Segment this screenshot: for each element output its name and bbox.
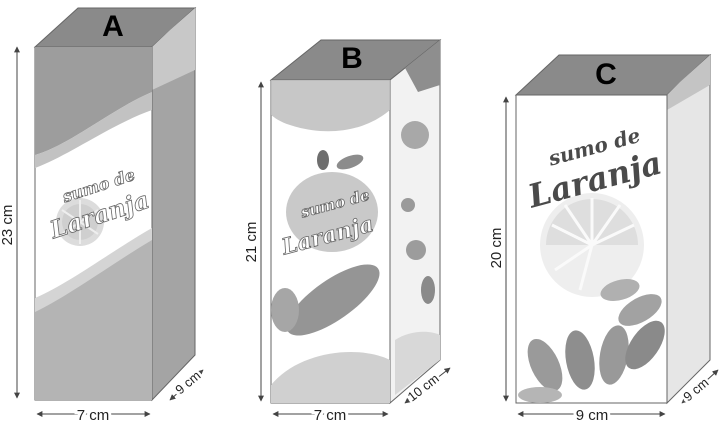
carton-a-side-highlight	[152, 8, 195, 90]
carton-c-bottom-slice-icon	[518, 279, 665, 403]
carton-b-top-splash	[271, 80, 390, 132]
carton-b-height-label: 21 cm	[243, 222, 260, 263]
carton-c-orange-slice-icon	[540, 193, 644, 297]
carton-c-width-label: 9 cm	[576, 407, 609, 423]
carton-b-bottom-splash	[271, 352, 390, 403]
carton-b-side-leaf-icon	[421, 276, 435, 304]
carton-c: sumo de Laranja C	[514, 53, 712, 405]
carton-a-depth-arrow	[169, 369, 204, 401]
carton-b-side-top-band	[405, 40, 440, 92]
carton-b-side-orange-2-icon	[401, 198, 415, 212]
carton-c-height-label: 20 cm	[488, 228, 505, 269]
carton-c-label: C	[595, 58, 617, 91]
carton-a-label: A	[102, 10, 124, 43]
carton-b-label: B	[341, 42, 363, 75]
carton-b: sumo de Laranja B	[269, 38, 442, 405]
carton-a-orange-slice-icon	[56, 198, 104, 246]
carton-a-bottom-stripe	[35, 228, 152, 312]
carton-b-side-orange-1-icon	[401, 121, 429, 149]
carton-b-logo-blob	[286, 172, 378, 252]
carton-a-top-band-stripe	[35, 92, 152, 168]
carton-b-seed-1	[317, 150, 329, 170]
carton-b-width-label: 7 cm	[314, 407, 347, 423]
carton-c-depth-arrow	[681, 369, 719, 404]
carton-b-seed-2	[336, 154, 364, 170]
carton-b-side-orange-3-icon	[406, 240, 426, 260]
carton-c-side-highlight	[667, 55, 710, 110]
carton-b-leaf-small	[271, 288, 299, 332]
carton-b-depth-arrow	[404, 367, 451, 404]
carton-a-width-label: 7 cm	[77, 407, 110, 423]
carton-c-side	[666, 53, 711, 405]
carton-a-bottom-band	[35, 235, 152, 400]
carton-a-height-label: 23 cm	[0, 205, 16, 246]
carton-a-top-band	[35, 47, 152, 155]
carton-a: sumo de Laranja A	[33, 6, 197, 402]
carton-b-leaf-big	[286, 264, 380, 336]
